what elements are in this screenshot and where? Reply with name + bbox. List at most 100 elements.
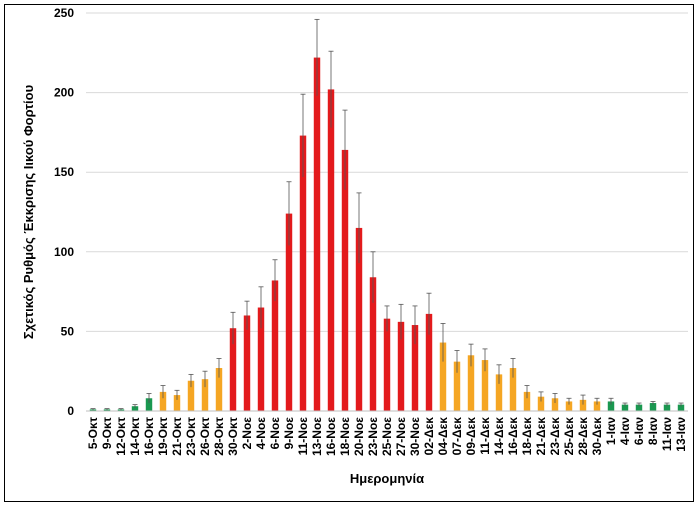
y-tick-label: 150 (54, 165, 74, 179)
bar-25-Νοε (383, 318, 391, 411)
error-bar (230, 311, 236, 345)
bar-1-Ιαν (607, 401, 615, 411)
error-bar (132, 404, 138, 408)
y-tick-label: 100 (54, 245, 74, 259)
x-tick-label: 4-Νοε (254, 417, 268, 450)
error-bar (160, 385, 166, 399)
bar-30-Νοε (411, 325, 419, 411)
error-bar (426, 292, 432, 335)
x-tick-label: 16-Οκτ (142, 416, 156, 455)
bar-9-Νοε (285, 213, 293, 411)
x-tick-label: 28-Δεκ (576, 417, 590, 456)
bar-14-Οκτ (131, 406, 139, 411)
error-bar (202, 370, 208, 388)
bar-26-Οκτ (201, 379, 209, 411)
error-bar (90, 408, 96, 411)
bar-02-Δεκ (425, 313, 433, 411)
y-tick-label: 250 (54, 6, 74, 20)
x-tick-label: 19-Οκτ (156, 416, 170, 455)
y-axis-ticks: 0 50 100 150 200 250 (54, 6, 74, 418)
bar-16-Δεκ (509, 368, 517, 411)
x-tick-label: 11-Νοε (296, 417, 310, 456)
bar-21-Οκτ (173, 395, 181, 411)
x-tick-label: 18-Δεκ (520, 417, 534, 456)
error-bar (440, 323, 446, 362)
x-tick-label: 23-Νοε (366, 417, 380, 456)
error-bar (664, 402, 670, 407)
error-bar (188, 373, 194, 388)
x-tick-label: 9-Οκτ (100, 416, 114, 449)
x-axis-ticks: 5-Οκτ 9-Οκτ 12-Οκτ 14-Οκτ 16-Οκτ 19-Οκτ 21-Οκτ… (86, 416, 688, 456)
error-bar (356, 192, 362, 263)
y-tick-label: 0 (67, 404, 74, 418)
error-bar (678, 402, 684, 407)
error-bar (650, 401, 656, 405)
bar-11-Ιαν (663, 404, 671, 411)
x-tick-label: 21-Δεκ (534, 417, 548, 456)
error-bar (258, 286, 264, 329)
x-tick-label: 5-Οκτ (86, 416, 100, 449)
x-tick-label: 1-Ιαν (604, 417, 618, 445)
error-bar (594, 397, 600, 405)
x-tick-label: 21-Οκτ (170, 416, 184, 455)
bar-20-Νοε (355, 227, 363, 411)
bar-13-Νοε (313, 57, 321, 412)
x-tick-label: 23-Οκτ (184, 416, 198, 455)
error-bar (510, 358, 516, 378)
bar-4-Ιαν (621, 404, 629, 411)
bar-28-Οκτ (215, 368, 223, 411)
y-tick-label: 200 (54, 86, 74, 100)
error-bar (104, 408, 110, 411)
error-bar (300, 93, 306, 177)
x-tick-label: 04-Δεκ (436, 417, 450, 456)
error-bar (342, 109, 348, 190)
error-bar (608, 397, 614, 405)
error-bar (496, 364, 502, 384)
bar-28-Δεκ (579, 399, 587, 411)
bar-23-Δεκ (551, 398, 559, 411)
chart-frame (4, 4, 694, 502)
x-tick-label: 18-Νοε (338, 417, 352, 456)
x-tick-label: 20-Νοε (352, 417, 366, 456)
error-bar (566, 397, 572, 405)
error-bar (272, 259, 278, 302)
bar-21-Δεκ (537, 396, 545, 411)
x-tick-label: 27-Νοε (394, 417, 408, 456)
error-bar (216, 358, 222, 378)
error-bar (328, 50, 334, 128)
bar-25-Δεκ (565, 401, 573, 411)
bar-18-Νοε (341, 149, 349, 412)
bar-23-Οκτ (187, 380, 195, 411)
x-tick-label: 26-Οκτ (198, 416, 212, 455)
bar-30-Οκτ (229, 328, 237, 411)
x-tick-label: 02-Δεκ (422, 417, 436, 456)
error-bar (622, 402, 628, 407)
error-bar (286, 181, 292, 246)
x-tick-label: 8-Ιαν (646, 417, 660, 445)
bar-16-Νοε (327, 89, 335, 411)
error-bar (454, 350, 460, 373)
error-bar (384, 305, 390, 332)
x-tick-label: 30-Δεκ (590, 417, 604, 456)
x-tick-label: 25-Δεκ (562, 417, 576, 456)
error-bar (538, 391, 544, 402)
x-tick-label: 12-Οκτ (114, 416, 128, 455)
bar-4-Νοε (257, 307, 265, 411)
error-bar (412, 305, 418, 345)
x-tick-label: 11-Δεκ (478, 417, 492, 455)
bar-04-Δεκ (439, 342, 447, 411)
error-bar (174, 389, 180, 400)
bar-6-Ιαν (635, 404, 643, 411)
x-tick-label: 2-Νοε (240, 417, 254, 450)
x-tick-label: 28-Οκτ (212, 416, 226, 455)
error-bar (244, 300, 250, 330)
error-bar (580, 394, 586, 405)
error-bar (118, 408, 124, 411)
bar-16-Οκτ (145, 398, 153, 411)
x-tick-label: 30-Οκτ (226, 416, 240, 455)
bar-30-Δεκ (593, 401, 601, 411)
error-bar (146, 393, 152, 404)
y-tick-label: 50 (61, 324, 75, 338)
x-tick-label: 6-Νοε (268, 417, 282, 450)
